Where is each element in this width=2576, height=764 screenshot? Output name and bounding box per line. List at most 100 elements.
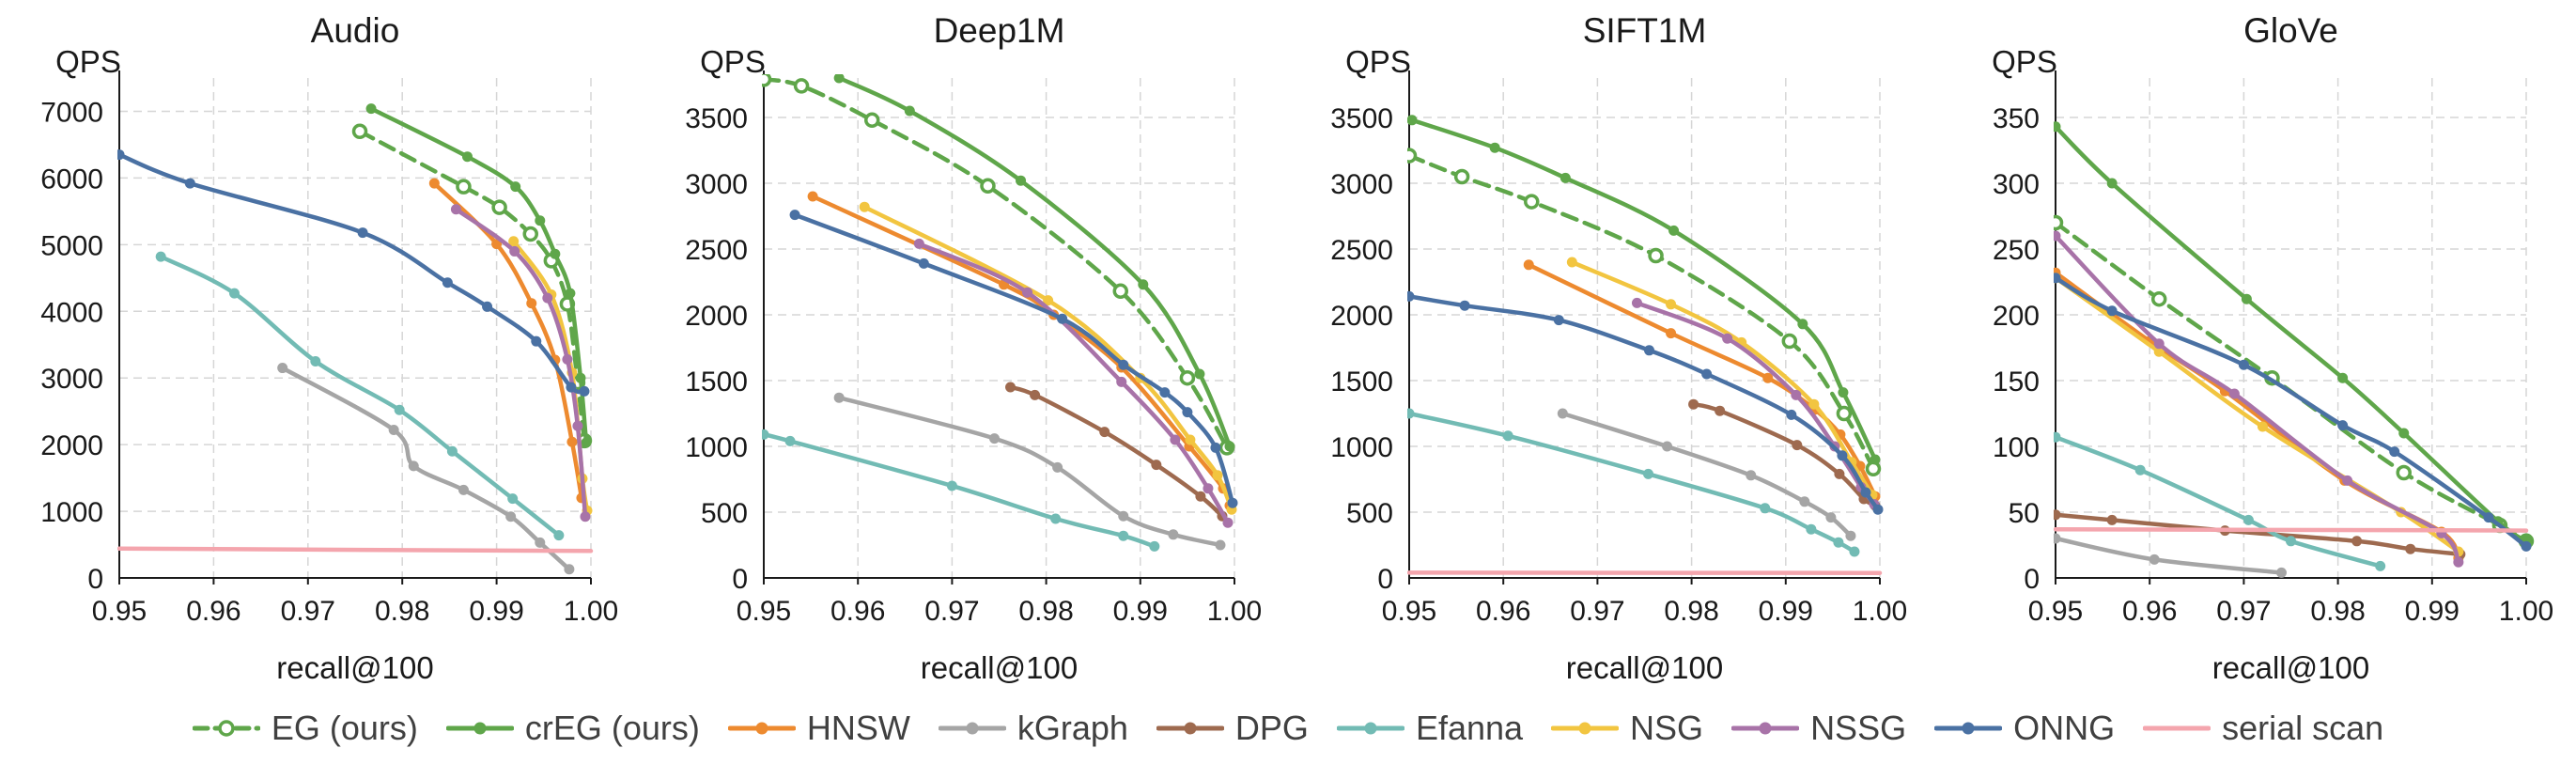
data-point (1118, 530, 1129, 541)
data-point (458, 484, 469, 495)
data-point (508, 236, 520, 247)
series-onng (1407, 290, 1884, 515)
data-point (580, 511, 591, 522)
chart-deep1m: 0.95 0.96 0.97 0.98 0.99 1.00 0 500 1000 1500 2000… (685, 11, 1262, 685)
x-tick-label: 0.99 (469, 596, 523, 627)
data-point (1489, 142, 1500, 153)
legend-item-onng: ONNG (1934, 709, 2115, 748)
series-line-nsg (1570, 259, 1875, 498)
legend-label: serial scan (2222, 709, 2384, 747)
data-point (184, 178, 195, 189)
legend-item-hnsw: HNSW (727, 709, 910, 748)
data-point (461, 151, 473, 163)
data-point (2153, 338, 2165, 350)
data-point (507, 493, 519, 505)
series-line-kgraph (1560, 411, 1854, 538)
chart-glove: 0.95 0.96 0.97 0.98 0.99 1.00 0 50 100 150 200 250 3… (1992, 11, 2553, 685)
data-point (562, 353, 573, 365)
data-point (1837, 450, 1848, 461)
data-point (1453, 168, 1470, 185)
data-point (566, 382, 577, 393)
data-point (1806, 523, 1817, 535)
y-tick-label: 150 (1993, 366, 2040, 398)
data-point (1722, 333, 1733, 344)
legend-swatch-nsg (1551, 722, 1620, 735)
data-point (1210, 442, 1221, 453)
data-point (833, 392, 845, 403)
x-axis-label: recall@100 (2212, 650, 2369, 685)
data-point (2106, 178, 2118, 189)
x-axis-label: recall@100 (1566, 650, 1723, 685)
y-axis-label: QPS (1345, 44, 1411, 79)
data-point (1845, 530, 1856, 541)
data-point (1502, 430, 1513, 442)
data-point (1182, 407, 1193, 418)
series-nssg (913, 238, 1234, 528)
data-point (1159, 387, 1171, 398)
data-point (1781, 333, 1798, 350)
data-point (1644, 345, 1655, 356)
y-tick-label: 350 (1993, 103, 2040, 134)
y-tick-label: 4000 (40, 297, 103, 328)
legend-label: EG (ours) (271, 709, 418, 747)
legend-item-nsg: NSG (1551, 709, 1703, 748)
data-point (1194, 368, 1205, 380)
data-point (388, 425, 399, 436)
data-point (789, 210, 800, 221)
data-point (2286, 536, 2296, 547)
data-point (1849, 546, 1860, 557)
series-line-eg-ours (357, 129, 587, 444)
y-tick-label: 0 (732, 564, 748, 595)
data-point (456, 179, 472, 195)
data-point (155, 251, 166, 262)
data-point (1566, 257, 1577, 268)
data-point (1022, 287, 1033, 298)
y-axis-label: QPS (700, 44, 766, 79)
legend: EG (ours) crEG (ours) HNSW kGraph DPG Efanna N… (0, 695, 2576, 761)
chart-sift1m: 0.95 0.96 0.97 0.98 0.99 1.00 0 500 1000 1500 2000… (1330, 11, 1907, 685)
data-point (581, 437, 592, 448)
x-tick-label: 0.96 (1476, 596, 1530, 627)
series-onng (789, 210, 1238, 508)
chart-title: Deep1M (934, 11, 1065, 50)
data-point (1149, 540, 1160, 552)
data-point (2054, 509, 2061, 521)
data-point (1016, 175, 1027, 186)
data-point (2405, 543, 2416, 554)
data-point (1833, 537, 1844, 548)
data-point (491, 199, 507, 215)
data-point (510, 181, 521, 193)
data-point (833, 74, 845, 84)
data-point (2054, 121, 2061, 133)
y-tick-label: 2000 (685, 301, 748, 332)
y-tick-label: 6000 (40, 164, 103, 195)
x-tick-label: 0.95 (2028, 596, 2083, 627)
series-line-creg-ours (2054, 124, 2529, 544)
legend-item-nssg: NSSG (1731, 709, 1906, 748)
y-tick-label: 1000 (1330, 432, 1393, 463)
data-point (2054, 431, 2061, 443)
x-axis-label: recall@100 (921, 650, 1078, 685)
y-tick-label: 3000 (685, 169, 748, 200)
series-nsg (1566, 257, 1878, 501)
data-point (505, 511, 517, 522)
data-point (2238, 359, 2249, 370)
data-point (1195, 491, 1206, 502)
data-point (1701, 368, 1713, 380)
data-point (1203, 483, 1214, 494)
y-tick-label: 2500 (685, 235, 748, 266)
chart-title: GloVe (2243, 11, 2338, 50)
data-point (1052, 461, 1063, 473)
data-point (2106, 305, 2118, 317)
data-point (762, 74, 772, 87)
data-point (1215, 539, 1226, 551)
data-point (1786, 409, 1797, 420)
data-point (2275, 567, 2287, 578)
data-point (1222, 517, 1234, 528)
x-tick-label: 0.98 (2310, 596, 2365, 627)
data-point (1870, 454, 1881, 465)
legend-label: NSG (1630, 709, 1704, 747)
data-point (1170, 434, 1181, 445)
y-tick-label: 500 (1346, 498, 1393, 529)
y-axis-label: QPS (55, 44, 121, 79)
